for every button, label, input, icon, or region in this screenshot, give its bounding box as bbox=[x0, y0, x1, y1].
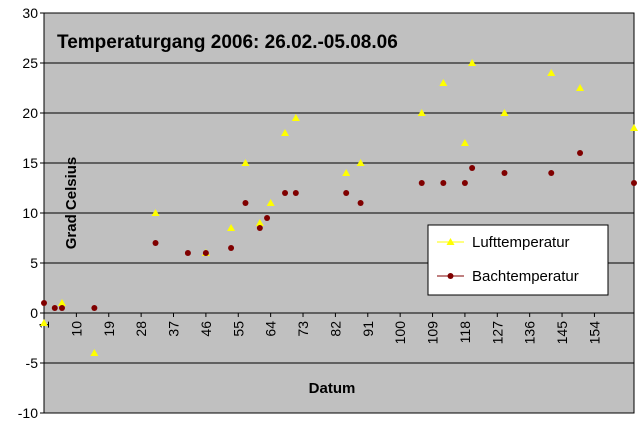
legend-label-bach: Bachtemperatur bbox=[472, 268, 579, 285]
bach-point bbox=[264, 215, 271, 221]
y-tick-label: 5 bbox=[30, 255, 38, 271]
y-tick-label: 20 bbox=[22, 105, 38, 121]
bach-point bbox=[282, 190, 289, 196]
x-tick-label: 145 bbox=[554, 321, 570, 345]
x-tick-label: 109 bbox=[425, 321, 441, 345]
bach-point bbox=[256, 225, 263, 231]
bach-point bbox=[202, 250, 209, 256]
y-axis-ticks: -10 -5 0 5 10 15 20 25 30 bbox=[18, 5, 44, 421]
luft-point bbox=[151, 209, 160, 216]
x-tick-label: 91 bbox=[360, 321, 376, 337]
x-tick-label: 118 bbox=[457, 321, 473, 344]
y-tick-label: 25 bbox=[22, 55, 38, 71]
y-tick-label: -10 bbox=[18, 405, 38, 421]
x-tick-label: 82 bbox=[327, 321, 343, 337]
bach-point bbox=[440, 180, 447, 186]
luft-point bbox=[356, 159, 365, 166]
x-tick-label: 55 bbox=[230, 321, 246, 337]
x-tick-label: 73 bbox=[295, 321, 311, 337]
x-tick-label: 19 bbox=[101, 321, 117, 337]
y-tick-label: -5 bbox=[26, 355, 39, 371]
luft-point bbox=[291, 114, 300, 121]
legend-box bbox=[427, 224, 609, 296]
y-tick-label: 30 bbox=[22, 5, 38, 21]
bach-point bbox=[548, 170, 555, 176]
luft-point bbox=[500, 109, 509, 116]
bach-point bbox=[91, 305, 98, 311]
luft-point bbox=[417, 109, 426, 116]
luft-point bbox=[460, 139, 469, 146]
luft-point bbox=[342, 169, 351, 176]
y-tick-label: 15 bbox=[22, 155, 38, 171]
bach-point bbox=[577, 150, 584, 156]
x-tick-label: 64 bbox=[263, 321, 279, 337]
luft-point bbox=[630, 124, 638, 131]
legend-marker-luft bbox=[446, 238, 455, 245]
bach-point bbox=[41, 300, 47, 306]
legend: Lufttemperatur Bachtemperatur bbox=[427, 224, 609, 296]
legend-label-luft: Lufttemperatur bbox=[472, 234, 570, 251]
luft-point bbox=[547, 69, 556, 76]
y-tick-label: 10 bbox=[22, 205, 38, 221]
data-points bbox=[40, 59, 638, 356]
bach-point bbox=[184, 250, 191, 256]
x-tick-label: 37 bbox=[166, 321, 182, 337]
bach-point bbox=[343, 190, 350, 196]
x-tick-label: 136 bbox=[522, 321, 538, 345]
x-tick-label: 28 bbox=[133, 321, 149, 337]
bach-point bbox=[58, 305, 65, 311]
bach-point bbox=[242, 200, 249, 206]
luft-point bbox=[57, 299, 66, 306]
legend-marker-bach bbox=[447, 273, 454, 279]
bach-point bbox=[292, 190, 299, 196]
x-tick-label: 127 bbox=[489, 321, 505, 345]
x-tick-label: 46 bbox=[198, 321, 214, 337]
y-axis-title: Grad Celsius bbox=[63, 157, 80, 250]
bach-point bbox=[461, 180, 468, 186]
luft-point bbox=[227, 224, 236, 231]
x-tick-label: 100 bbox=[392, 321, 408, 345]
luft-point bbox=[281, 129, 290, 136]
chart-title: Temperaturgang 2006: 26.02.-05.08.06 bbox=[57, 32, 398, 53]
bach-point bbox=[152, 240, 159, 246]
luft-point bbox=[266, 199, 275, 206]
luft-point bbox=[90, 349, 99, 356]
bach-point bbox=[418, 180, 425, 186]
luft-point bbox=[576, 84, 585, 91]
x-tick-label: 10 bbox=[68, 321, 84, 337]
luft-point bbox=[439, 79, 448, 86]
bach-point bbox=[631, 180, 637, 186]
luft-point bbox=[255, 219, 264, 226]
bach-point bbox=[228, 245, 235, 251]
x-tick-label: 154 bbox=[586, 321, 602, 345]
bach-point bbox=[51, 305, 58, 311]
y-tick-label: 0 bbox=[30, 305, 38, 321]
bach-point bbox=[469, 165, 476, 171]
luft-point bbox=[241, 159, 250, 166]
x-axis-title: Datum bbox=[309, 380, 356, 397]
bach-point bbox=[357, 200, 364, 206]
bach-point bbox=[501, 170, 508, 176]
luft-point bbox=[468, 59, 477, 66]
luft-point bbox=[40, 319, 48, 326]
